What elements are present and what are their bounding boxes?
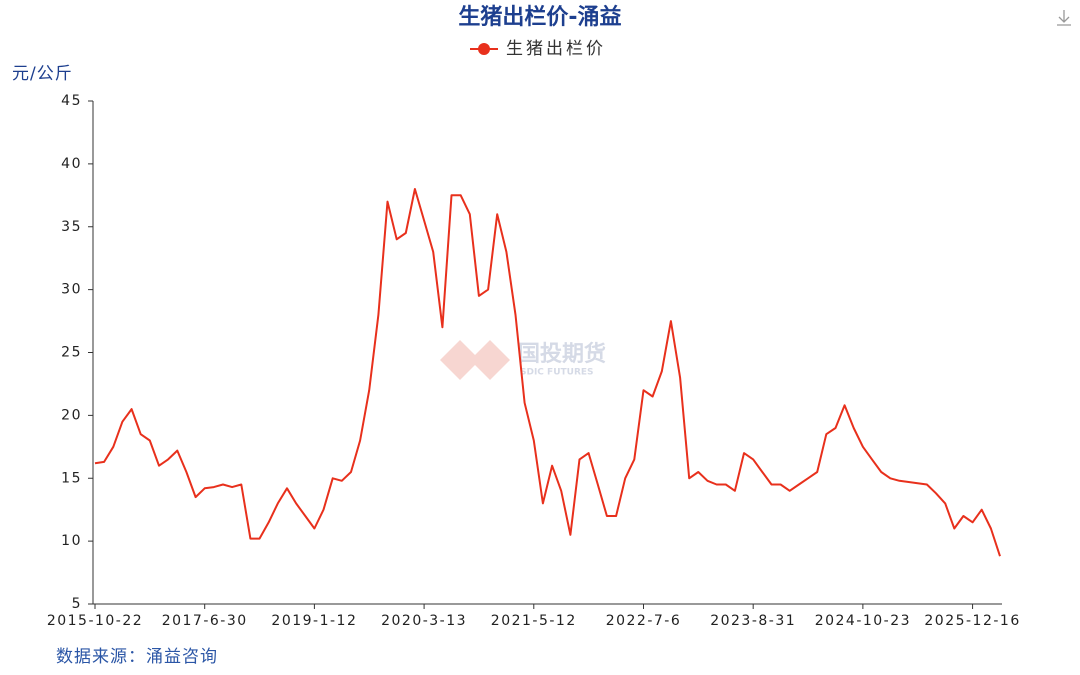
x-tick-label: 2017-6-30 [162, 613, 248, 629]
watermark: 国投期货 SDIC FUTURES [440, 340, 606, 380]
download-glyph [1057, 10, 1071, 26]
y-tick-label: 25 [61, 345, 82, 361]
y-tick-label: 45 [61, 93, 82, 109]
y-tick-label: 35 [61, 219, 82, 235]
watermark-logo [440, 340, 510, 380]
y-tick-label: 40 [61, 156, 82, 172]
x-tick-label: 2021-5-12 [491, 613, 577, 629]
chart-title: 生猪出栏价-涌益 [458, 4, 621, 30]
x-tick-label: 2023-8-31 [710, 613, 796, 629]
watermark-subtext: SDIC FUTURES [520, 368, 594, 378]
legend-label: 生猪出栏价 [506, 39, 606, 59]
download-icon[interactable] [1057, 10, 1071, 26]
x-tick-label: 2025-12-16 [924, 613, 1020, 629]
x-tick-label: 2019-1-12 [271, 613, 357, 629]
x-tick-label: 2020-3-13 [381, 613, 467, 629]
x-tick-label: 2015-10-22 [47, 613, 143, 629]
y-tick-label: 5 [72, 596, 82, 612]
y-tick-label: 20 [61, 407, 82, 423]
y-tick-label: 15 [61, 470, 82, 486]
y-tick-label: 10 [61, 533, 82, 549]
x-tick-label: 2022-7-6 [606, 613, 682, 629]
x-tick-label: 2024-10-23 [815, 613, 911, 629]
y-axis-unit: 元/公斤 [12, 64, 73, 84]
legend-marker [478, 43, 490, 55]
watermark-text: 国投期货 [518, 341, 606, 367]
line-series [94, 188, 1001, 557]
source-note: 数据来源：涌益咨询 [56, 647, 218, 667]
y-tick-label: 30 [61, 282, 82, 298]
